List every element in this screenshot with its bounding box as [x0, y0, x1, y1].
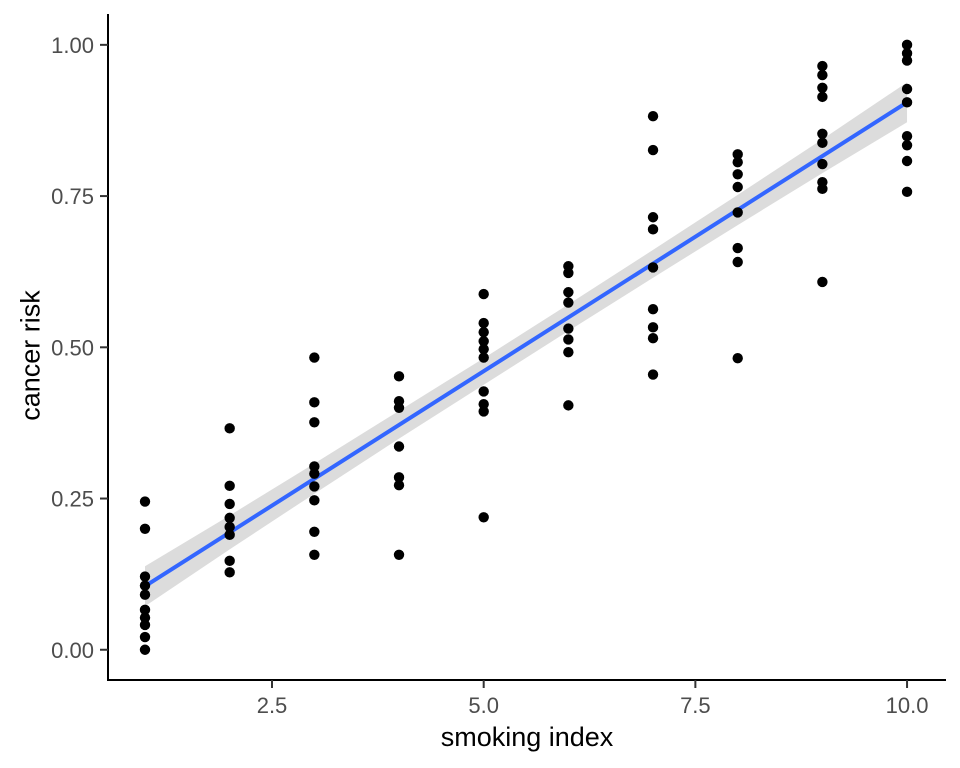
data-point [732, 149, 743, 160]
data-point [478, 386, 489, 397]
data-point [817, 158, 828, 170]
data-point [647, 144, 659, 156]
y-tick-label: 0.00 [51, 638, 94, 663]
data-point [817, 137, 828, 149]
data-point [309, 468, 320, 479]
y-tick-label: 0.50 [51, 335, 94, 360]
data-point [901, 186, 913, 198]
data-point [224, 498, 235, 510]
data-point [139, 604, 151, 616]
data-point [478, 336, 489, 347]
data-point [563, 297, 574, 308]
data-point [901, 130, 913, 142]
data-point [309, 417, 320, 428]
data-point [309, 352, 320, 363]
data-point [139, 644, 151, 655]
data-point [647, 262, 659, 273]
data-point [563, 346, 574, 358]
data-point [901, 55, 913, 66]
data-point [478, 352, 489, 363]
data-point [563, 334, 574, 345]
data-point [732, 256, 743, 268]
data-point [393, 402, 405, 413]
data-point [817, 91, 828, 103]
data-point [393, 549, 405, 560]
data-point [901, 97, 913, 108]
data-point [393, 371, 405, 382]
data-point [139, 580, 151, 591]
data-point [901, 39, 913, 51]
data-point [393, 441, 405, 452]
data-point [478, 317, 489, 329]
data-point [732, 169, 743, 180]
data-point [647, 369, 659, 380]
data-point [139, 631, 151, 643]
data-point [817, 128, 828, 139]
data-point [478, 406, 489, 417]
data-point [224, 521, 235, 533]
data-point [309, 461, 320, 472]
data-point [224, 567, 235, 578]
data-point [478, 398, 489, 410]
data-point [647, 322, 659, 333]
data-point [478, 288, 489, 300]
data-point [478, 343, 489, 355]
data-point [309, 481, 320, 492]
data-point [309, 397, 320, 408]
data-point [224, 555, 235, 567]
x-tick-label: 10.0 [886, 693, 929, 718]
data-point [309, 549, 320, 560]
data-point [901, 83, 913, 95]
data-point [139, 571, 151, 582]
data-point [901, 155, 913, 167]
data-point [817, 60, 828, 72]
data-point [817, 276, 828, 288]
x-axis-title: smoking index [440, 722, 614, 752]
y-tick-label: 1.00 [51, 33, 94, 58]
data-point [817, 183, 828, 195]
data-point [224, 423, 235, 434]
data-point [563, 267, 574, 279]
y-tick-label: 0.25 [51, 487, 94, 512]
y-tick-label: 0.75 [51, 184, 94, 209]
data-point [817, 82, 828, 93]
data-point [224, 512, 235, 524]
data-point [139, 589, 151, 600]
data-point [478, 326, 489, 338]
data-point [563, 287, 574, 298]
data-point [647, 224, 659, 235]
x-tick-label: 2.5 [257, 693, 288, 718]
data-point [139, 619, 151, 631]
data-point [309, 526, 320, 537]
data-point [224, 480, 235, 492]
data-point [817, 69, 828, 81]
data-point [732, 207, 743, 218]
data-point [732, 352, 743, 364]
data-point [139, 612, 151, 623]
data-point [732, 157, 743, 168]
data-point [732, 242, 743, 254]
x-tick-label: 5.0 [468, 693, 499, 718]
data-point [139, 523, 151, 534]
data-point [393, 472, 405, 483]
data-point [478, 512, 489, 523]
data-point [139, 496, 151, 507]
data-point [901, 48, 913, 59]
data-point [647, 111, 659, 122]
data-point [647, 303, 659, 315]
data-point [393, 480, 405, 491]
data-point [901, 140, 913, 151]
data-point [732, 181, 743, 193]
x-tick-label: 7.5 [680, 693, 711, 718]
regression-line [143, 100, 910, 589]
data-point [647, 212, 659, 223]
data-point [309, 495, 320, 506]
data-point [224, 529, 235, 541]
data-point [647, 333, 659, 344]
data-point [563, 323, 574, 334]
data-point [563, 400, 574, 411]
y-axis-title: cancer risk [15, 290, 46, 421]
